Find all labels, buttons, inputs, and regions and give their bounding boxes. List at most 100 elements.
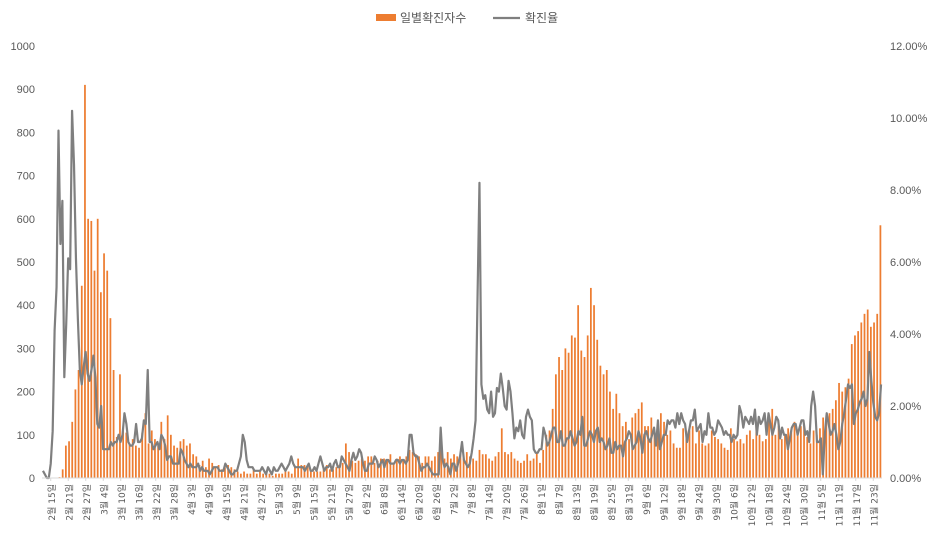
x-tick-label: 10월 30일: [798, 484, 810, 526]
bar: [701, 443, 704, 478]
bar: [554, 374, 557, 478]
x-tick-label: 8월 19일: [588, 484, 600, 521]
x-tick-label: 6월 2일: [361, 484, 373, 515]
x-tick-label: 4월 27일: [256, 484, 268, 521]
bar: [491, 460, 494, 478]
bar: [189, 443, 191, 478]
bar: [99, 292, 102, 478]
bar: [694, 443, 697, 478]
bar: [284, 469, 287, 478]
x-tick-label: 5월 21일: [326, 484, 338, 521]
bar: [605, 370, 608, 478]
bar: [405, 456, 408, 478]
bar: [532, 458, 535, 478]
y-right-tick-label: 4.00%: [890, 329, 921, 341]
bar: [755, 426, 758, 478]
x-axis: 2월 15일 2월 21일 2월 27일 3월 4일 3월 10일 3월 16일 3월 22…: [46, 478, 880, 526]
bar: [768, 417, 770, 478]
bar: [262, 473, 265, 478]
bar: [771, 408, 774, 478]
bar: [539, 462, 541, 478]
bar: [720, 443, 723, 478]
bar: [386, 460, 389, 478]
bar: [790, 430, 793, 478]
bar: [87, 218, 90, 479]
bar: [338, 465, 341, 478]
bar: [510, 452, 513, 478]
bar: [115, 436, 118, 478]
bar: [376, 460, 379, 478]
bar: [650, 417, 653, 478]
x-tick-label: 5월 9일: [291, 484, 303, 515]
y-right-tick-label: 10.00%: [890, 113, 928, 125]
x-tick-label: 7월 20일: [501, 484, 513, 521]
bar: [469, 456, 471, 478]
bar: [316, 471, 319, 478]
bar: [360, 458, 363, 478]
bar: [472, 458, 475, 478]
bar: [615, 393, 618, 478]
bar: [602, 374, 605, 478]
bar: [418, 456, 420, 478]
bar: [809, 443, 812, 478]
x-tick-label: 5월 15일: [308, 484, 320, 521]
bar: [854, 335, 856, 478]
bar: [806, 436, 809, 478]
bar: [332, 469, 335, 478]
bar: [249, 473, 252, 478]
bar: [379, 458, 382, 478]
x-tick-label: 7월 8일: [466, 484, 478, 515]
x-tick-label: 8월 31일: [623, 484, 635, 521]
bar: [138, 447, 140, 478]
bar: [134, 445, 137, 478]
bar: [599, 365, 602, 478]
bar: [656, 426, 659, 478]
bar: [475, 460, 478, 478]
bar: [675, 447, 678, 478]
bar: [348, 452, 350, 478]
legend: 일별확진자수 확진율: [376, 11, 558, 25]
bar: [484, 454, 487, 478]
bar: [383, 458, 385, 478]
bar: [214, 467, 217, 478]
legend-label-line: 확진율: [525, 11, 558, 25]
bar: [819, 428, 821, 478]
bar: [876, 313, 879, 478]
bar: [319, 471, 322, 478]
x-tick-label: 9월 6일: [641, 484, 653, 515]
bar: [68, 441, 70, 478]
x-tick-label: 3월 28일: [168, 484, 180, 521]
y-left-tick-label: 900: [17, 84, 35, 96]
bar: [74, 389, 77, 478]
bar: [624, 421, 627, 478]
bar: [669, 430, 672, 478]
y-left-tick-label: 700: [17, 171, 35, 183]
y-left-tick-label: 500: [17, 257, 35, 269]
bar: [803, 424, 805, 478]
bar: [834, 400, 837, 478]
bar: [90, 220, 93, 478]
bar: [838, 382, 840, 478]
x-tick-label: 2월 21일: [63, 484, 75, 521]
bar: [564, 348, 567, 478]
y-right-tick-label: 6.00%: [890, 257, 921, 269]
bar: [612, 408, 615, 478]
bar: [395, 458, 398, 478]
bar: [787, 428, 790, 478]
bar: [558, 357, 560, 478]
bar: [141, 432, 144, 478]
bar: [500, 428, 503, 478]
bar: [516, 460, 519, 478]
bar: [268, 473, 271, 478]
bar: [150, 430, 153, 478]
bar: [497, 452, 500, 478]
bar: [739, 439, 742, 478]
bar: [322, 469, 325, 478]
x-tick-label: 7월 2일: [448, 484, 460, 515]
x-tick-label: 8월 7일: [553, 484, 565, 515]
bar: [672, 443, 675, 478]
y-right-tick-label: 8.00%: [890, 185, 921, 197]
x-tick-label: 9월 18일: [676, 484, 688, 521]
bar: [290, 473, 293, 478]
